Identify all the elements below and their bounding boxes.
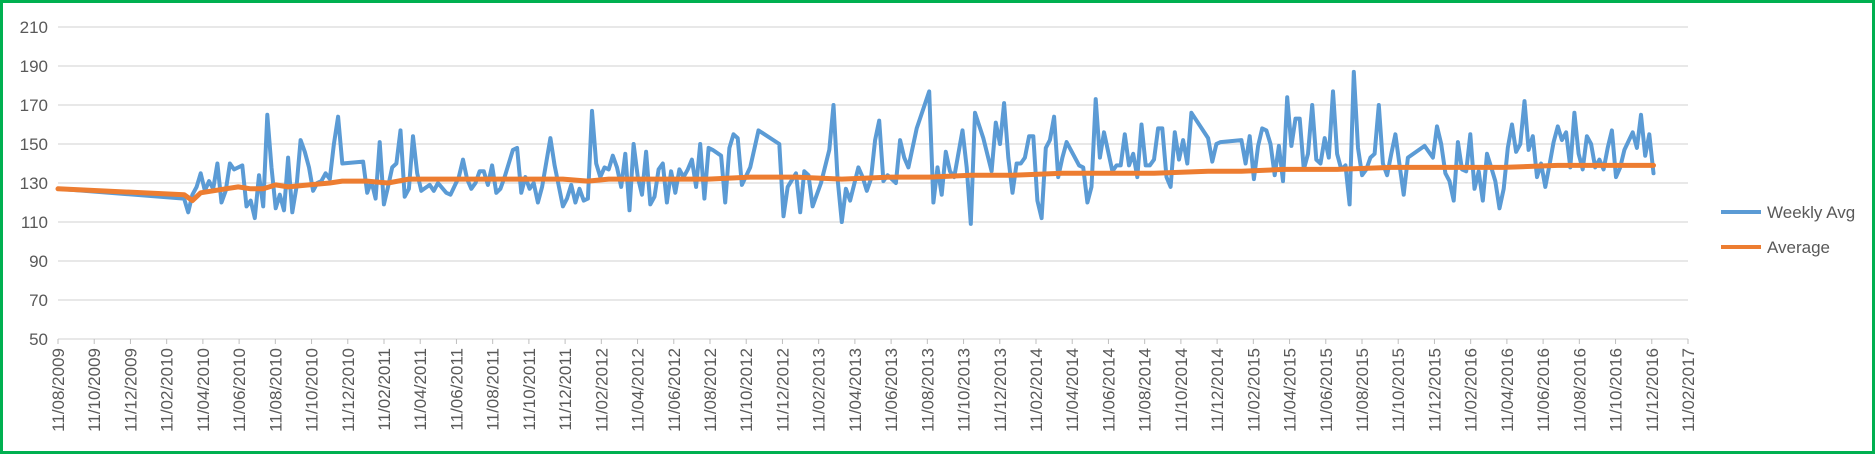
x-tick-label: 11/08/2012 xyxy=(701,348,720,432)
x-tick-label: 11/08/2009 xyxy=(49,348,68,432)
x-tick-label: 11/04/2015 xyxy=(1281,348,1300,432)
x-tick-label: 11/04/2010 xyxy=(194,348,213,432)
x-tick-label: 11/02/2012 xyxy=(592,348,611,432)
legend-label: Average xyxy=(1767,238,1830,257)
x-tick-label: 11/04/2016 xyxy=(1498,348,1517,432)
x-tick-label: 11/04/2013 xyxy=(846,348,865,432)
y-tick-label: 130 xyxy=(20,174,48,193)
x-tick-label: 11/12/2014 xyxy=(1208,348,1227,432)
series-lines xyxy=(55,69,1656,226)
x-tick-label: 11/12/2011 xyxy=(556,348,575,431)
x-tick-label: 11/02/2014 xyxy=(1027,348,1046,432)
x-tick-label: 11/10/2010 xyxy=(303,348,322,432)
x-tick-label: 11/06/2016 xyxy=(1534,348,1553,432)
x-tick-label: 11/10/2016 xyxy=(1607,348,1626,432)
x-tick-label: 11/02/2011 xyxy=(375,348,394,431)
x-tick-label: 11/12/2015 xyxy=(1425,348,1444,432)
grid xyxy=(58,26,1688,340)
x-tick-label: 11/10/2009 xyxy=(85,348,104,432)
x-tick-label: 11/06/2011 xyxy=(447,348,466,431)
x-tick-label: 11/02/2013 xyxy=(810,348,829,432)
x-tick-label: 11/02/2016 xyxy=(1462,348,1481,432)
y-tick-label: 110 xyxy=(21,213,48,232)
x-axis-ticks: 11/08/2009 11/10/2009 11/12/2009 11/02/2010… xyxy=(49,339,1698,432)
x-tick-label: 11/08/2016 xyxy=(1570,348,1589,432)
series-line-weekly-avg xyxy=(56,69,1656,226)
x-tick-label: 11/08/2013 xyxy=(918,348,937,432)
x-tick-label: 11/06/2015 xyxy=(1317,348,1336,432)
x-tick-label: 11/04/2011 xyxy=(411,348,430,431)
x-tick-label: 11/10/2012 xyxy=(737,348,756,432)
y-tick-label: 170 xyxy=(20,96,48,115)
x-tick-label: 11/06/2013 xyxy=(882,348,901,432)
x-tick-label: 11/02/2010 xyxy=(158,348,177,432)
line-chart: 50 70 90 110 130 150 170 190 210 11/08/2009 11/10… xyxy=(20,18,1856,432)
x-tick-label: 11/08/2015 xyxy=(1353,348,1372,432)
x-tick-label: 11/12/2016 xyxy=(1643,348,1662,432)
x-tick-label: 11/10/2013 xyxy=(955,348,974,432)
y-tick-label: 70 xyxy=(29,291,48,310)
x-tick-label: 11/08/2014 xyxy=(1136,348,1155,432)
x-tick-label: 11/12/2012 xyxy=(773,348,792,432)
x-tick-label: 11/12/2013 xyxy=(991,348,1010,432)
legend: Weekly Avg Average xyxy=(1721,203,1855,257)
x-tick-label: 11/10/2011 xyxy=(520,348,539,431)
y-tick-label: 150 xyxy=(20,135,48,154)
x-tick-label: 11/06/2010 xyxy=(230,348,249,432)
x-tick-label: 11/10/2014 xyxy=(1172,348,1191,432)
series-line-average xyxy=(55,162,1656,204)
x-tick-label: 11/04/2012 xyxy=(629,348,648,432)
x-tick-label: 11/06/2012 xyxy=(665,348,684,432)
y-tick-label: 210 xyxy=(20,18,48,37)
y-axis-ticks: 50 70 90 110 130 150 170 190 210 xyxy=(20,18,48,349)
legend-label: Weekly Avg xyxy=(1767,203,1855,222)
x-tick-label: 11/08/2010 xyxy=(266,348,285,432)
x-tick-label: 11/06/2014 xyxy=(1099,348,1118,432)
x-tick-label: 11/04/2014 xyxy=(1063,348,1082,432)
x-tick-label: 11/02/2017 xyxy=(1679,348,1698,432)
x-tick-label: 11/12/2009 xyxy=(121,348,140,432)
x-tick-label: 11/02/2015 xyxy=(1244,348,1263,432)
y-tick-label: 190 xyxy=(20,57,48,76)
x-tick-label: 11/08/2011 xyxy=(484,348,503,431)
x-tick-label: 11/10/2015 xyxy=(1389,348,1408,432)
y-tick-label: 90 xyxy=(29,252,48,271)
x-tick-label: 11/12/2010 xyxy=(339,348,358,432)
y-tick-label: 50 xyxy=(29,330,48,349)
